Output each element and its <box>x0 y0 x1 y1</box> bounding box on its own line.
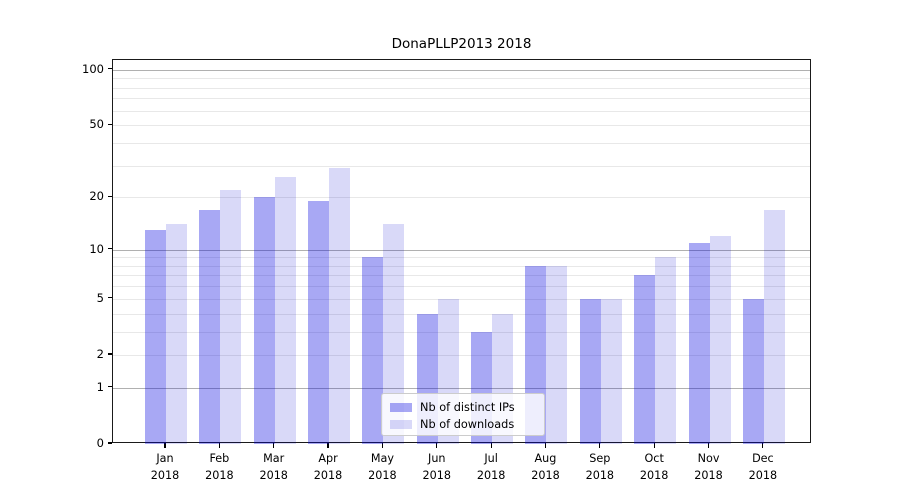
x-tick-label: Jul 2018 <box>476 452 506 482</box>
x-tick-mark <box>436 443 438 448</box>
bar-ips-nov <box>688 242 710 444</box>
bar-ips-sep <box>579 298 601 444</box>
y-tick-label: 20 <box>89 189 104 204</box>
bar-ips-feb <box>199 209 221 444</box>
gridline-minor <box>113 87 810 89</box>
legend-swatch-downloads <box>390 420 412 429</box>
bar-ips-dec <box>742 298 764 444</box>
gridline-minor <box>113 78 810 80</box>
chart-title: DonaPLLP2013 2018 <box>391 36 532 52</box>
bar-ips-jan <box>145 230 166 444</box>
legend-row-distinct-ips: Nb of distinct IPs <box>390 399 536 416</box>
gridline-minor <box>113 331 810 333</box>
gridline-minor <box>113 257 810 259</box>
x-tick-label: Apr 2018 <box>313 452 343 482</box>
x-tick-mark <box>218 443 220 448</box>
bar-ips-may <box>362 257 384 444</box>
gridline-minor <box>113 275 810 277</box>
x-tick-label: Sep 2018 <box>585 452 615 482</box>
gridline-major <box>113 69 810 71</box>
x-tick-mark <box>599 443 601 448</box>
gridline-minor <box>113 98 810 100</box>
x-tick-mark <box>327 443 329 448</box>
x-tick-label: Nov 2018 <box>694 452 723 482</box>
bar-downloads-jan <box>166 224 187 444</box>
legend-label-downloads: Nb of downloads <box>420 418 515 431</box>
x-tick-mark <box>653 443 655 448</box>
bar-ips-apr <box>308 201 330 444</box>
gridline-minor <box>113 265 810 267</box>
bar-downloads-nov <box>709 236 731 444</box>
x-tick-label: Jan 2018 <box>150 452 180 482</box>
bar-ips-mar <box>253 197 275 444</box>
x-tick-label: Mar 2018 <box>259 452 288 482</box>
bar-downloads-apr <box>329 168 351 444</box>
y-tick-mark <box>108 297 112 299</box>
bar-downloads-feb <box>220 189 242 444</box>
x-tick-label: Feb 2018 <box>205 452 234 482</box>
x-tick-mark <box>273 443 275 448</box>
y-tick-mark <box>108 442 112 444</box>
legend-swatch-distinct-ips <box>390 403 412 412</box>
y-tick-mark <box>108 386 112 388</box>
bar-downloads-dec <box>763 209 785 444</box>
y-tick-label: 10 <box>89 241 104 256</box>
legend: Nb of distinct IPs Nb of downloads <box>381 393 545 436</box>
y-tick-mark <box>108 195 112 197</box>
y-tick-label: 50 <box>89 117 104 132</box>
x-tick-mark <box>164 443 166 448</box>
bar-downloads-aug <box>546 265 568 444</box>
x-tick-label: Aug 2018 <box>531 452 560 482</box>
x-tick-mark <box>707 443 710 448</box>
y-tick-label: 5 <box>96 290 104 305</box>
gridline-minor <box>113 354 810 356</box>
gridline-major <box>113 249 810 251</box>
bar-downloads-oct <box>655 257 677 444</box>
y-tick-label: 0 <box>96 436 104 450</box>
gridline-minor <box>113 286 810 288</box>
x-tick-label: Jun 2018 <box>422 452 451 482</box>
gridline-minor <box>113 165 810 167</box>
bar-downloads-sep <box>600 298 622 444</box>
gridline-minor <box>113 298 810 300</box>
legend-row-downloads: Nb of downloads <box>390 416 536 433</box>
gridline-major <box>113 387 810 389</box>
x-tick-mark <box>762 443 764 448</box>
legend-label-distinct-ips: Nb of distinct IPs <box>420 401 515 414</box>
y-tick-mark <box>108 247 112 250</box>
y-tick-mark <box>108 123 112 125</box>
gridline-minor <box>113 313 810 315</box>
gridline-minor <box>113 142 810 144</box>
x-tick-label: May 2018 <box>368 452 397 482</box>
x-tick-label: Dec 2018 <box>748 452 778 482</box>
gridline-minor <box>113 110 810 112</box>
y-tick-mark <box>108 68 112 70</box>
bar-downloads-mar <box>274 176 296 444</box>
x-tick-mark <box>544 443 547 448</box>
x-tick-mark <box>381 443 383 448</box>
y-tick-label: 2 <box>96 346 104 361</box>
plot-area <box>112 59 811 444</box>
x-tick-label: Oct 2018 <box>639 452 669 482</box>
x-tick-mark <box>490 443 492 448</box>
gridline-minor <box>113 125 810 127</box>
y-tick-label: 1 <box>96 379 104 394</box>
bar-downloads-may <box>383 224 405 444</box>
gridline-minor <box>113 197 810 199</box>
y-tick-mark <box>108 353 112 355</box>
bar-ips-oct <box>634 275 656 444</box>
y-tick-label: 100 <box>82 61 104 76</box>
